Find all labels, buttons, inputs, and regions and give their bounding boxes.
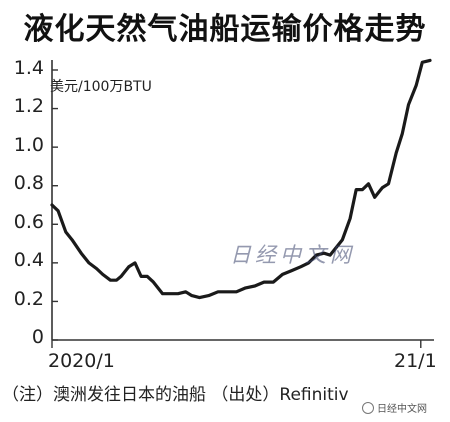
y-tick-label: 0.4 [13, 249, 44, 271]
watermark-text: 日经中文网 [230, 243, 355, 267]
y-tick-label: 0 [31, 326, 44, 348]
y-axis-unit-label: 美元/100万BTU [50, 79, 152, 95]
x-tick-label-end: 21/1 [394, 350, 437, 372]
y-tick-label: 0.2 [13, 288, 44, 310]
series-line [50, 58, 432, 300]
y-tick-label: 1.0 [13, 134, 44, 156]
y-tick-label: 1.2 [13, 95, 44, 117]
y-tick-label: 0.6 [13, 211, 44, 233]
source-note: （注）澳洲发往日本的油船 （出处）Refinitiv [2, 385, 349, 405]
y-tick-label: 0.8 [13, 172, 44, 194]
y-tick-label: 1.4 [13, 57, 44, 79]
chart-title: 液化天然气油船运输价格走势 [23, 12, 427, 47]
badge-label: 日经中文网 [377, 404, 427, 415]
x-tick-label-start: 2020/1 [48, 350, 115, 372]
wechat-icon [362, 402, 374, 414]
wechat-badge: 日经中文网 [362, 400, 427, 415]
